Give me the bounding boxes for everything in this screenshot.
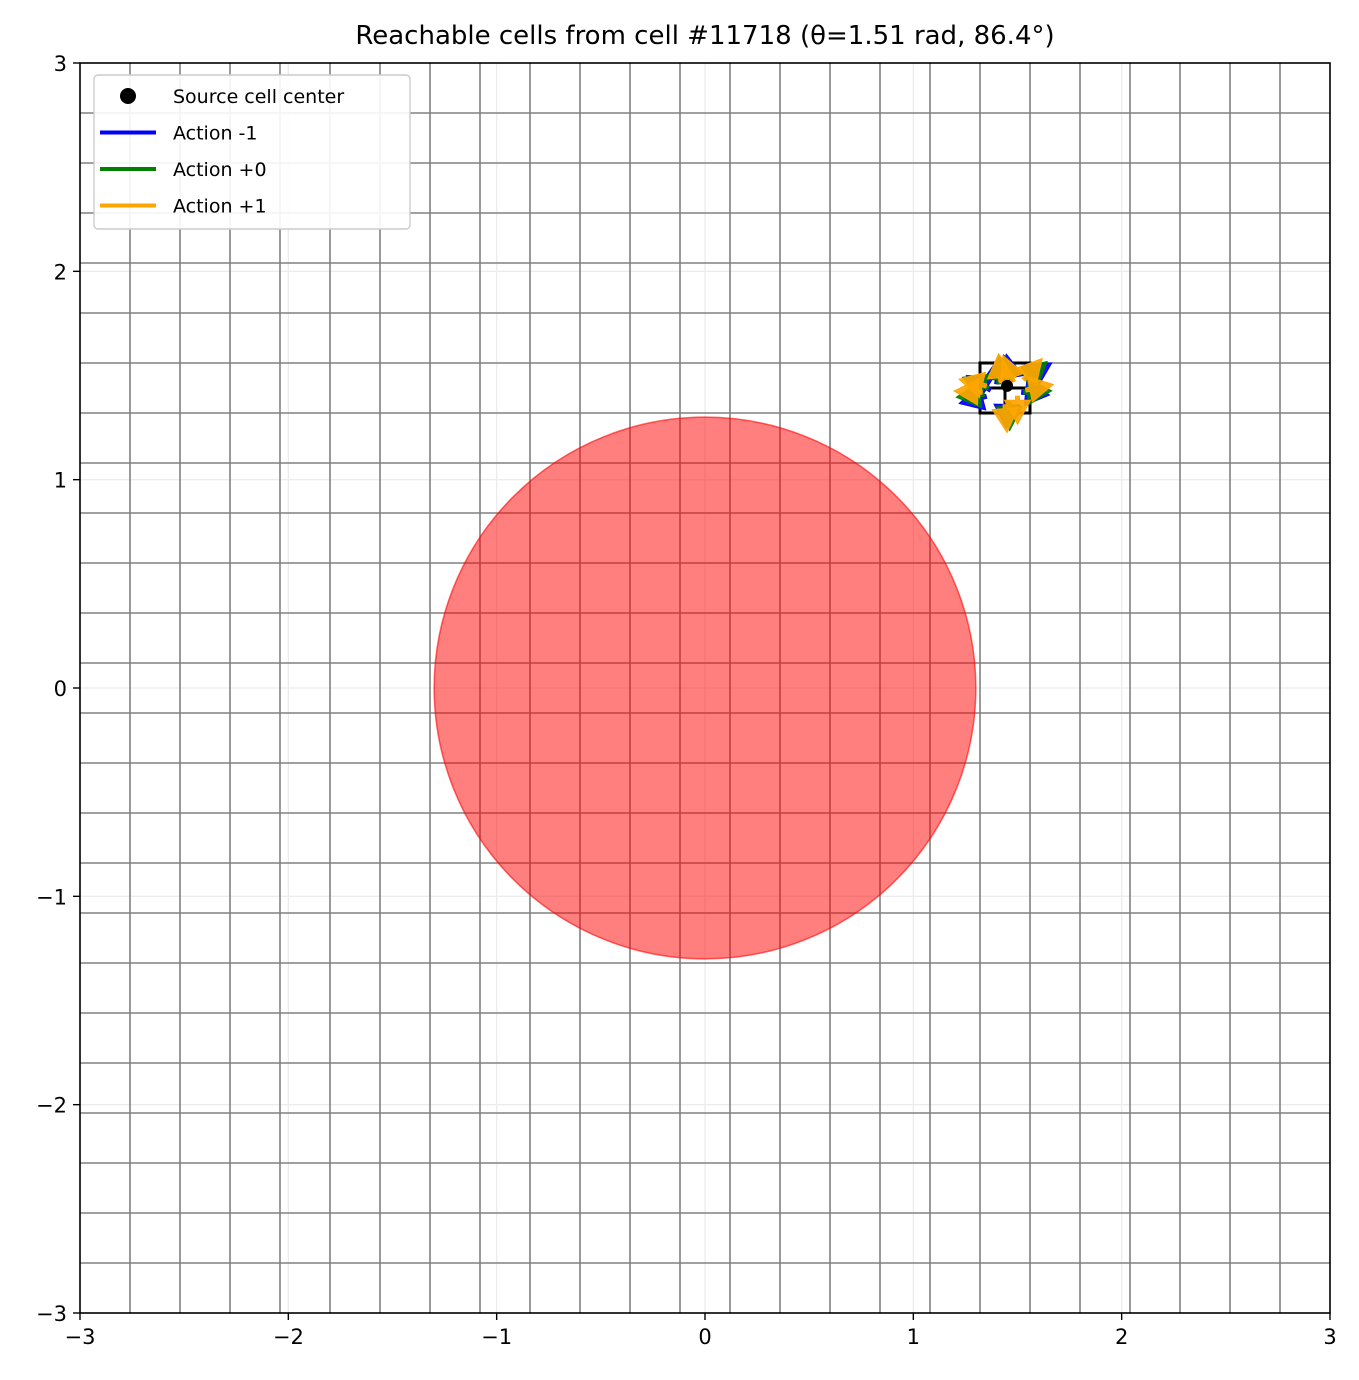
x-tick-label: −3	[65, 1325, 96, 1349]
action-arrow	[953, 378, 983, 406]
legend-label: Action +1	[173, 196, 267, 218]
source-cell-center-point	[1001, 379, 1014, 392]
reachable-marks	[953, 352, 1055, 434]
x-tick-label: 3	[1323, 1325, 1336, 1349]
y-tick-label: −2	[36, 1094, 67, 1118]
x-tick-label: 2	[1115, 1325, 1128, 1349]
action-arrow	[1024, 375, 1055, 403]
legend-marker-source	[120, 88, 136, 104]
plot-area: −3 −2 −1 0 1 2 3 −3 −2 −1 0 1 2 3	[36, 52, 1337, 1349]
action-arrow	[1003, 395, 1032, 426]
y-tick-label: 2	[54, 260, 67, 284]
x-tick-label: −2	[273, 1325, 304, 1349]
legend-label: Action +0	[173, 159, 267, 181]
x-tick-label: 1	[907, 1325, 920, 1349]
y-tick-label: 3	[54, 52, 67, 76]
y-tick-label: 0	[54, 677, 67, 701]
y-tick-label: −1	[36, 885, 67, 909]
obstacle-circle	[433, 416, 977, 960]
x-tick-label: 0	[698, 1325, 711, 1349]
legend-label: Action -1	[173, 123, 258, 145]
legend-box	[93, 74, 411, 230]
y-tick-label: −3	[36, 1302, 67, 1326]
legend-label: Source cell center	[173, 86, 344, 108]
y-tick-label: 1	[54, 469, 67, 493]
x-tick-label: −1	[481, 1325, 512, 1349]
chart-title: Reachable cells from cell #11718 (θ=1.51…	[355, 21, 1054, 51]
legend: Source cell center Action -1 Action +0 Acti…	[93, 74, 411, 230]
